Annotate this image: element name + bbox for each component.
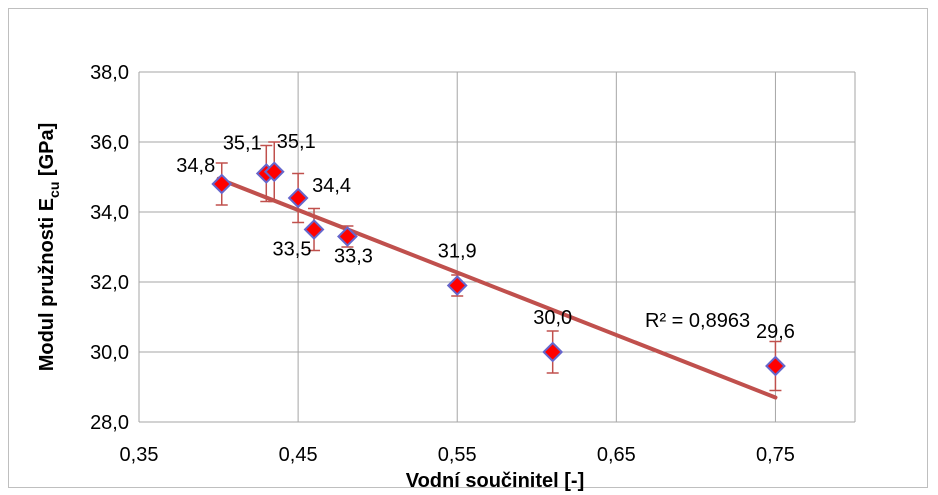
trendline [216, 176, 778, 400]
y-axis-title-sub: cu [46, 182, 62, 198]
scatter-chart: 28,0 30,0 32,0 34,0 36,0 38,0 0,35 0,45 0,55 0,65… [36, 62, 856, 492]
data-point [303, 219, 325, 240]
data-label: 33,3 [334, 246, 373, 268]
x-tick-label: 0,55 [438, 444, 477, 466]
data-labels: 34,8 35,1 35,1 34,4 33,5 33,3 31,9 30,0 29,6 [176, 131, 795, 343]
y-axis-title: Modul pružnosti Ecu [GPa] [36, 123, 62, 372]
data-point [263, 161, 285, 183]
data-point [337, 226, 358, 247]
y-tick-label: 30,0 [90, 342, 129, 364]
y-tick-label: 34,0 [90, 202, 129, 224]
data-label: 35,1 [277, 131, 316, 153]
x-tick-label: 0,35 [120, 444, 159, 466]
data-point [211, 173, 233, 195]
data-point [542, 341, 564, 363]
x-tick-label: 0,75 [756, 444, 795, 466]
data-label: 29,6 [756, 321, 795, 343]
data-point [287, 187, 309, 209]
y-tick-label: 32,0 [90, 272, 129, 294]
y-tick-label: 36,0 [90, 132, 129, 154]
data-point [765, 355, 786, 377]
r-squared-label: R² = 0,8963 [645, 310, 750, 332]
y-axis-title-main: Modul pružnosti E [36, 198, 58, 371]
x-tick-label: 0,65 [597, 444, 636, 466]
trendline-layer [216, 176, 778, 400]
error-bars [215, 141, 782, 392]
data-points [211, 161, 786, 377]
data-label: 35,1 [223, 133, 262, 155]
data-label: 33,5 [273, 239, 312, 261]
data-point [446, 275, 468, 296]
data-label: 34,4 [312, 175, 351, 197]
grid-lines [138, 71, 856, 423]
data-label: 34,8 [176, 155, 215, 177]
y-tick-label: 28,0 [90, 412, 129, 434]
chart-frame: 28,0 30,0 32,0 34,0 36,0 38,0 0,35 0,45 0,55 0,65… [8, 8, 928, 492]
data-label: 30,0 [533, 307, 572, 329]
tick-labels: 28,0 30,0 32,0 34,0 36,0 38,0 0,35 0,45 0,55 0,65… [90, 62, 795, 466]
data-label: 31,9 [438, 241, 477, 263]
y-axis-title-unit: [GPa] [36, 123, 58, 182]
x-axis-title: Vodní součinitel [-] [406, 470, 585, 492]
x-tick-label: 0,45 [279, 444, 318, 466]
y-tick-label: 38,0 [90, 62, 129, 84]
